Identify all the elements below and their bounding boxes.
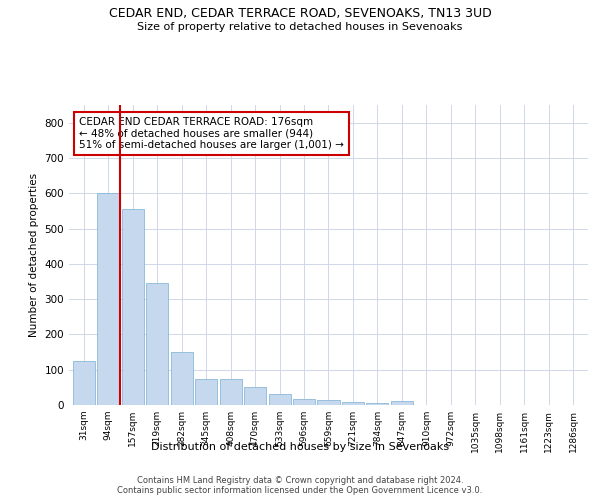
Y-axis label: Number of detached properties: Number of detached properties <box>29 173 39 337</box>
Text: CEDAR END, CEDAR TERRACE ROAD, SEVENOAKS, TN13 3UD: CEDAR END, CEDAR TERRACE ROAD, SEVENOAKS… <box>109 8 491 20</box>
Bar <box>317 400 340 405</box>
Bar <box>122 209 143 405</box>
Bar <box>293 398 315 405</box>
Text: Distribution of detached houses by size in Sevenoaks: Distribution of detached houses by size … <box>151 442 449 452</box>
Bar <box>342 402 364 405</box>
Bar <box>220 378 242 405</box>
Bar <box>146 283 168 405</box>
Bar <box>244 388 266 405</box>
Bar <box>269 394 290 405</box>
Bar <box>97 193 119 405</box>
Bar <box>391 402 413 405</box>
Text: Contains HM Land Registry data © Crown copyright and database right 2024.
Contai: Contains HM Land Registry data © Crown c… <box>118 476 482 495</box>
Text: CEDAR END CEDAR TERRACE ROAD: 176sqm
← 48% of detached houses are smaller (944)
: CEDAR END CEDAR TERRACE ROAD: 176sqm ← 4… <box>79 117 344 150</box>
Bar <box>170 352 193 405</box>
Text: Size of property relative to detached houses in Sevenoaks: Size of property relative to detached ho… <box>137 22 463 32</box>
Bar <box>73 361 95 405</box>
Bar <box>195 378 217 405</box>
Bar <box>367 402 388 405</box>
